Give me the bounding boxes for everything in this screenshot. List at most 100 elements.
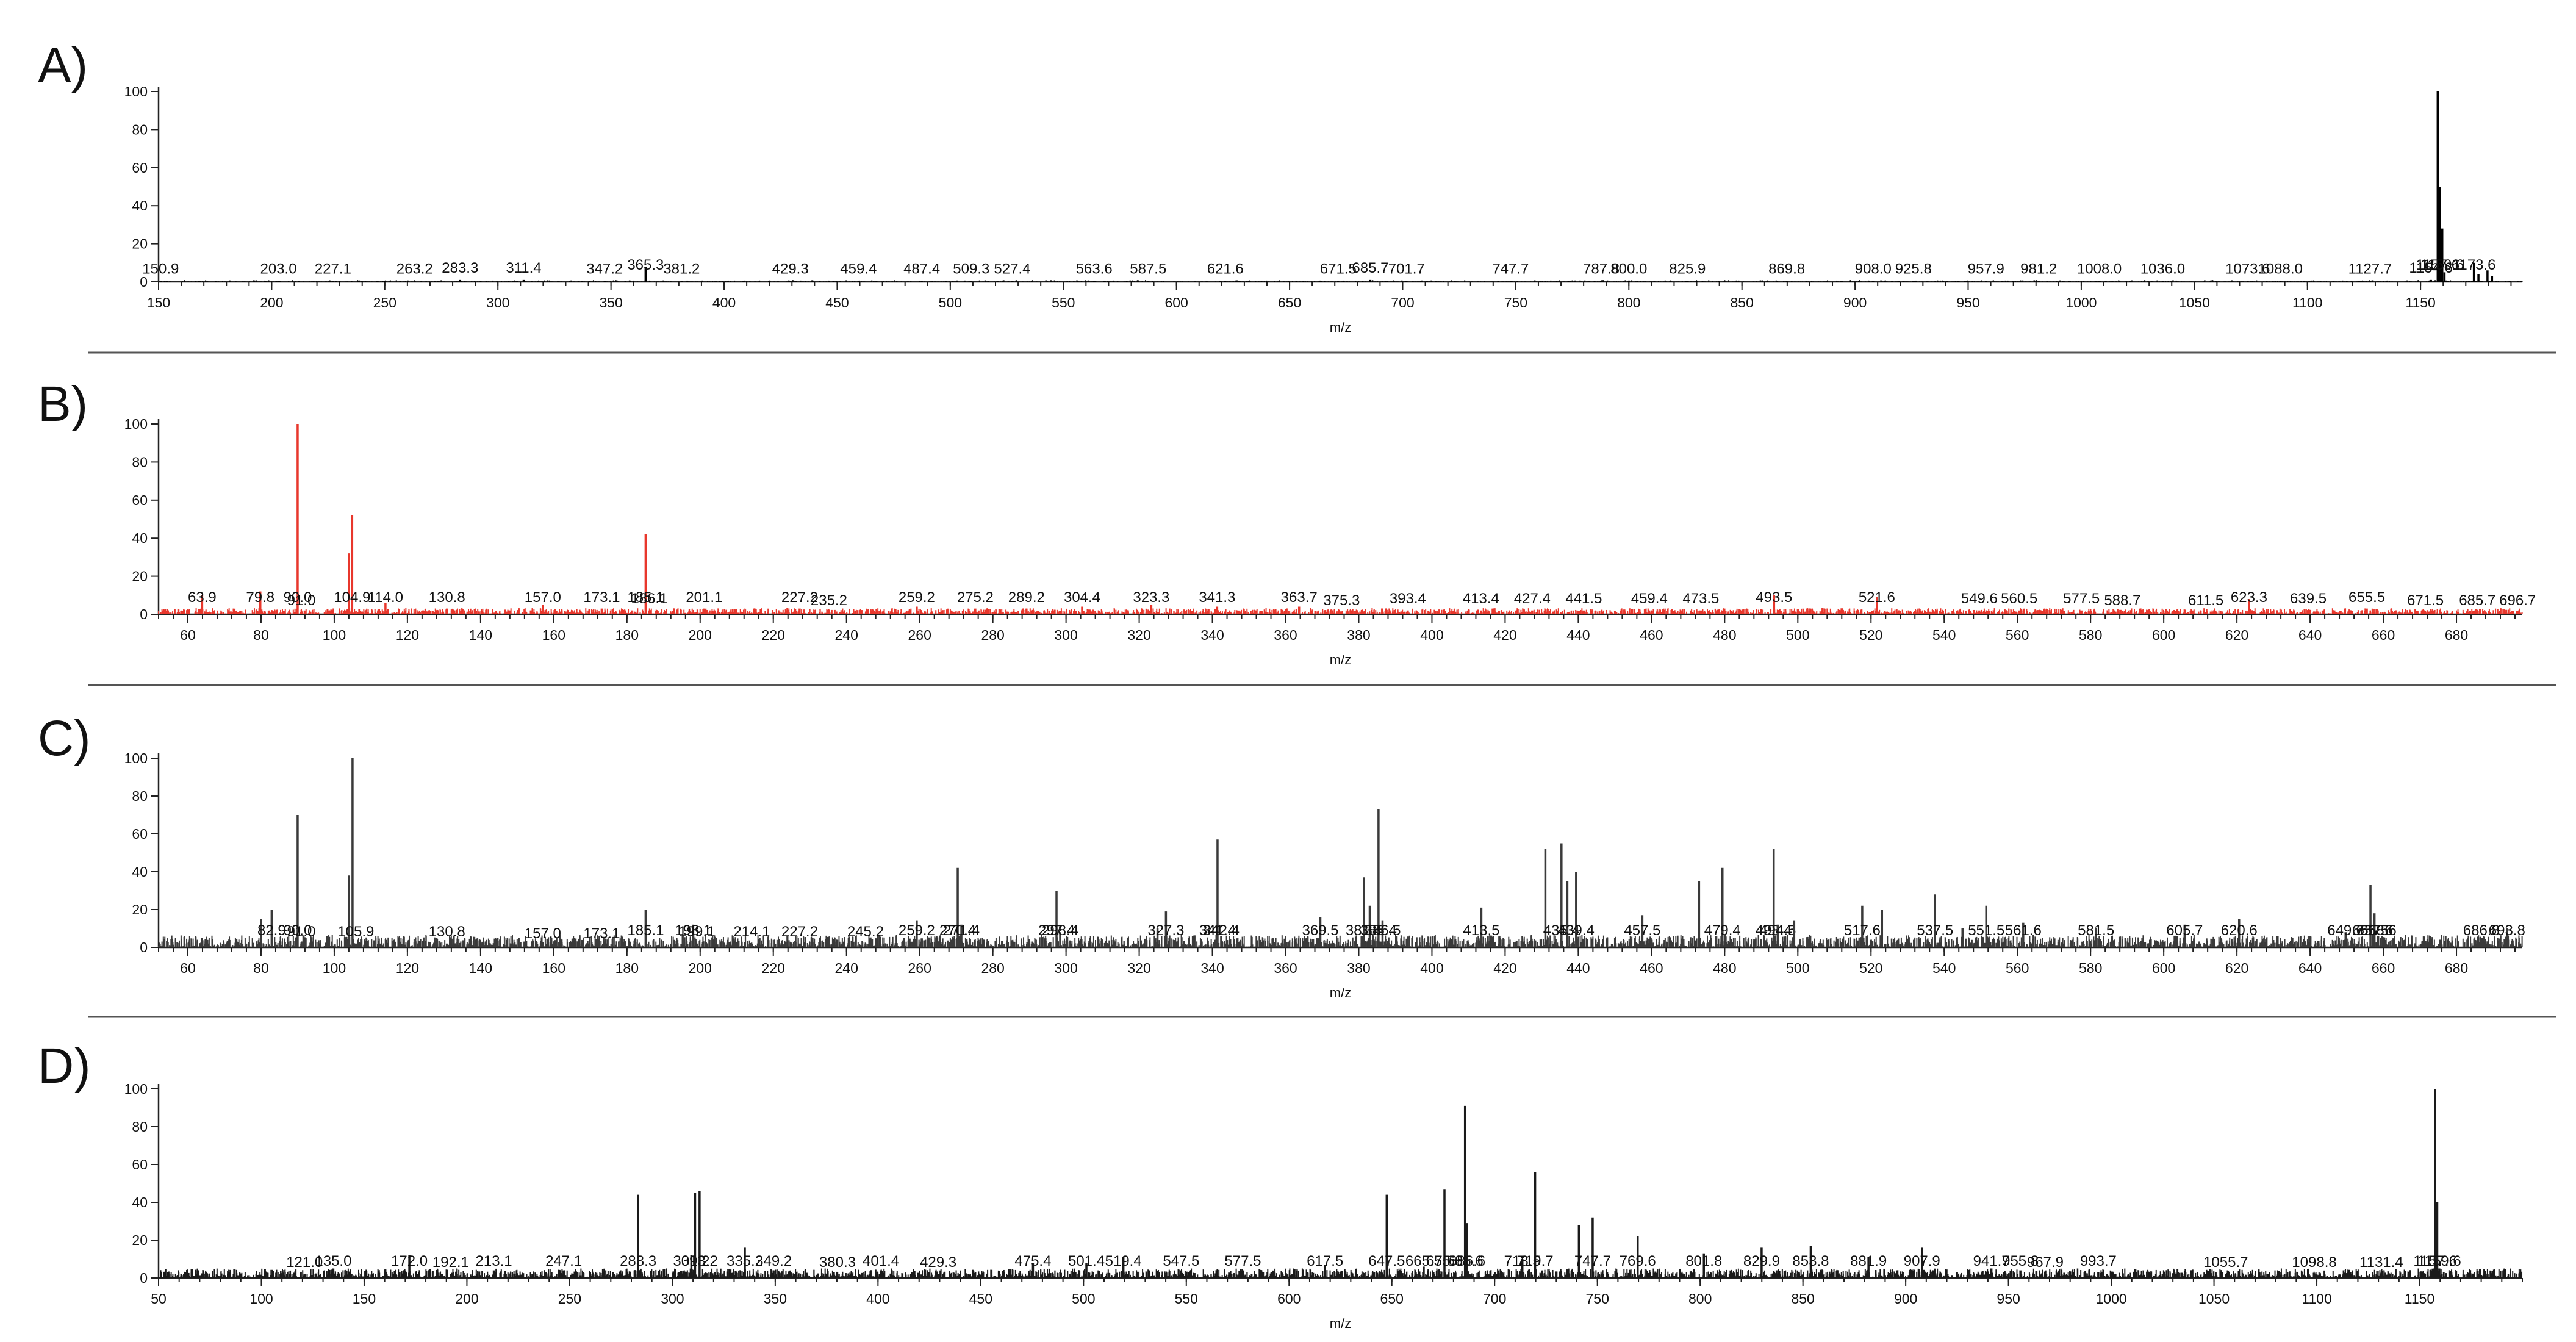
x-tick-label: 600 xyxy=(1164,295,1188,310)
y-tick-label: 40 xyxy=(132,198,148,214)
x-tick-label: 560 xyxy=(2006,627,2029,643)
x-tick-label: 300 xyxy=(1054,627,1077,643)
x-tick-label: 80 xyxy=(253,627,269,643)
x-tick-label: 60 xyxy=(180,627,196,643)
peak-label: 587.5 xyxy=(1130,260,1166,277)
peak-label: 487.4 xyxy=(903,260,940,277)
peak-label: 685.7 xyxy=(1352,260,1388,276)
y-tick-label: 60 xyxy=(132,160,148,176)
x-axis-title: m/z xyxy=(1330,652,1351,667)
x-tick-label: 160 xyxy=(542,627,565,643)
x-tick-label: 280 xyxy=(981,627,1004,643)
peak-label: 150.9 xyxy=(142,260,179,277)
peak-label: 925.8 xyxy=(1895,260,1932,277)
peak-label: 263.2 xyxy=(396,260,433,277)
x-tick-label: 480 xyxy=(1713,627,1736,643)
peak-label: 787.8 xyxy=(1583,260,1620,277)
x-tick-label: 550 xyxy=(1052,295,1075,310)
peak-label: 908.0 xyxy=(1855,260,1892,277)
x-tick-label: 580 xyxy=(2079,627,2102,643)
panel-label: B) xyxy=(38,376,88,432)
peak-label: 1159.6 xyxy=(2420,257,2464,273)
y-tick-label: 20 xyxy=(132,569,148,584)
peak-label: 1157.6 xyxy=(2416,257,2460,273)
x-tick-label: 680 xyxy=(2445,627,2468,643)
x-tick-label: 320 xyxy=(1127,627,1150,643)
x-tick-label: 800 xyxy=(1617,295,1640,310)
x-tick-label: 500 xyxy=(939,295,962,310)
x-tick-label: 420 xyxy=(1493,627,1516,643)
x-tick-label: 400 xyxy=(712,295,736,310)
x-tick-label: 240 xyxy=(835,627,858,643)
x-tick-label: 1000 xyxy=(2065,295,2097,310)
x-tick-label: 660 xyxy=(2372,627,2395,643)
x-tick-label: 440 xyxy=(1566,627,1590,643)
x-tick-label: 540 xyxy=(1932,627,1956,643)
peak-label: 800.0 xyxy=(1610,260,1647,277)
x-tick-label: 520 xyxy=(1859,627,1882,643)
peak-label: 1173.6 xyxy=(2452,257,2496,273)
x-tick-label: 140 xyxy=(469,627,492,643)
peak-label: 527.4 xyxy=(994,260,1030,277)
x-tick-label: 380 xyxy=(1347,627,1370,643)
x-tick-label: 900 xyxy=(1843,295,1867,310)
x-tick-label: 200 xyxy=(260,295,283,310)
x-tick-label: 620 xyxy=(2225,627,2248,643)
panel-label: A) xyxy=(38,38,88,93)
x-tick-label: 180 xyxy=(615,627,639,643)
peak-label: 1073.6 xyxy=(2225,260,2270,277)
peak-label: 981.2 xyxy=(2020,260,2057,277)
y-tick-label: 0 xyxy=(140,606,148,622)
x-tick-label: 260 xyxy=(908,627,931,643)
peak-label: 1127.7 xyxy=(2348,260,2392,277)
x-tick-label: 100 xyxy=(323,627,346,643)
peak-label: 381.2 xyxy=(663,260,700,277)
x-tick-label: 450 xyxy=(825,295,849,310)
peak-label: 311.4 xyxy=(506,260,541,276)
peak-label: 957.9 xyxy=(1968,260,2004,277)
x-tick-label: 500 xyxy=(1786,627,1809,643)
y-tick-label: 40 xyxy=(132,530,148,546)
x-tick-label: 700 xyxy=(1391,295,1414,310)
peak-label: 747.7 xyxy=(1492,260,1529,277)
peak-label: 671.5 xyxy=(1320,260,1357,277)
peak-label: 621.6 xyxy=(1207,260,1244,277)
peak-label: 459.4 xyxy=(840,260,877,277)
x-tick-label: 950 xyxy=(1956,295,1979,310)
x-tick-label: 360 xyxy=(1274,627,1297,643)
y-tick-label: 100 xyxy=(124,416,148,432)
x-tick-label: 1050 xyxy=(2179,295,2210,310)
y-tick-label: 0 xyxy=(140,274,148,290)
y-tick-label: 80 xyxy=(132,121,148,137)
peak-label: 347.2 xyxy=(586,260,623,277)
y-tick-label: 100 xyxy=(124,84,148,99)
x-tick-label: 850 xyxy=(1731,295,1754,310)
peak-label: 1088.0 xyxy=(2258,260,2303,277)
peak-label: 365.3 xyxy=(627,257,664,273)
peak-label: 825.9 xyxy=(1669,260,1706,277)
peak-label: 869.8 xyxy=(1768,260,1805,277)
peak-label: 563.6 xyxy=(1076,260,1113,277)
x-tick-label: 340 xyxy=(1200,627,1224,643)
y-tick-label: 20 xyxy=(132,236,148,252)
x-tick-label: 220 xyxy=(762,627,785,643)
peak-label: 429.3 xyxy=(772,260,809,277)
peak-label: 1036.0 xyxy=(2140,260,2185,277)
peak-label: 203.0 xyxy=(260,260,296,277)
x-tick-label: 1100 xyxy=(2292,295,2322,310)
peak-label: 227.1 xyxy=(315,260,351,277)
x-tick-label: 650 xyxy=(1278,295,1301,310)
peak-label: 283.3 xyxy=(442,260,478,276)
x-tick-label: 640 xyxy=(2298,627,2322,643)
peak-label: 509.3 xyxy=(953,260,989,277)
x-tick-label: 400 xyxy=(1420,627,1443,643)
x-tick-label: 150 xyxy=(147,295,170,310)
x-tick-label: 120 xyxy=(396,627,419,643)
y-tick-label: 80 xyxy=(132,454,148,470)
x-tick-label: 1150 xyxy=(2405,295,2435,310)
peak-label: 1008.0 xyxy=(2077,260,2122,277)
x-tick-label: 250 xyxy=(373,295,396,310)
x-tick-label: 200 xyxy=(689,627,712,643)
